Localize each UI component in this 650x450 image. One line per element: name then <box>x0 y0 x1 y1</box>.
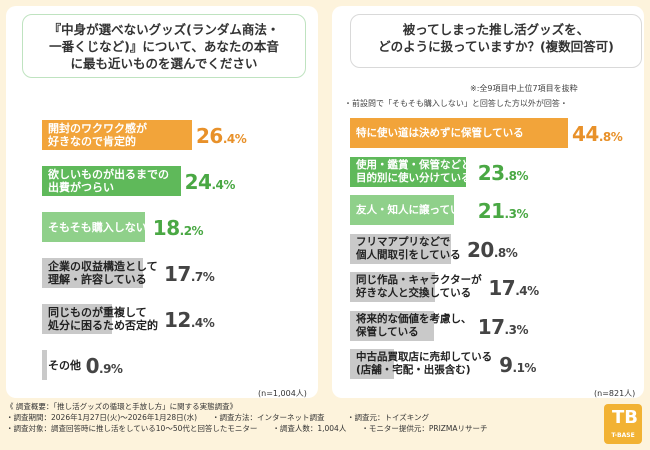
bar-value-label: 17.3% <box>477 314 529 339</box>
bar <box>42 120 192 150</box>
left-question-line: に最も近いものを選んでください <box>70 56 258 71</box>
bar-value-label: 17.4% <box>488 276 539 300</box>
bar <box>42 304 113 334</box>
bar <box>42 212 146 242</box>
logo-mark: TB <box>612 407 638 428</box>
right-sample-size: (n=821人) <box>594 389 636 398</box>
bar <box>42 350 48 380</box>
bar-category-label: 同じ作品・キャラクターが 好きな人と交換している <box>356 274 482 299</box>
t-base-logo: TB T-BASE <box>604 404 642 444</box>
bar-category-label: 友人・知人に譲っている <box>356 204 471 216</box>
bar <box>350 349 395 379</box>
bar-category-label: 企業の収益構造として 理解・許容している <box>48 260 158 286</box>
bar-category-label: フリマアプリなどで 個人間取引をしている <box>356 235 461 261</box>
bar-category-label: 開封のワクワク感が 好きなので肯定的 <box>48 122 147 148</box>
bar-value-label: 18.2% <box>152 216 204 240</box>
footer-line: ・調査対象：調査回答時に推し活をしている10〜50代と回答したモニター ・調査人… <box>6 424 488 433</box>
bar <box>42 258 143 288</box>
bar-value-label: 24.4% <box>184 170 236 194</box>
footer-line: ・調査期間：2026年1月27日(火)〜2026年1月28日(水) ・調査方法：… <box>6 413 430 422</box>
right-note-respondents: ・前設問で「そもそも購入しない」と回答した方以外が回答・ <box>344 99 568 108</box>
right-question-line: 被ってしまった推し活グッズを、 <box>402 22 590 37</box>
bar <box>350 156 466 187</box>
right-question-line: どのように扱っていますか？(複数回答可) <box>378 39 614 54</box>
bar-value-label: 20.8% <box>467 237 518 262</box>
bar-category-label: 欲しいものが出るまでの 出費がつらい <box>48 168 169 194</box>
bar-value-label: 23.8% <box>477 160 529 185</box>
bar-value-label: 21.3% <box>477 199 529 223</box>
bar <box>350 310 435 341</box>
bar <box>350 195 454 225</box>
bar <box>42 166 181 196</box>
logo-brand: T-BASE <box>611 432 635 439</box>
bar <box>350 272 435 302</box>
footer-line: 《 調査概要：「推し活グッズの循環と手放し方」に関する実態調査》 <box>6 402 238 411</box>
bar-category-label: 将来的な価値を考慮し、 保管している <box>356 312 472 338</box>
bar-category-label: 同じものが重複して 処分に困るため否定的 <box>48 306 158 332</box>
bar-category-label: その他 <box>48 359 81 372</box>
bar-category-label: 中古品買取店に売却している (店舗・宅配・出張含む) <box>356 351 493 376</box>
bar-category-label: 使用・鑑賞・保管などと 目的別に使い分けている <box>356 158 472 184</box>
bar-category-label: 特に使い道は決めずに保管している <box>356 127 524 139</box>
bar <box>350 118 568 148</box>
right-question-box: 被ってしまった推し活グッズを、 どのように扱っていますか？(複数回答可) <box>350 14 642 68</box>
left-sample-size: (n=1,004人) <box>258 389 307 398</box>
bar-category-label: そもそも購入しない <box>48 221 147 234</box>
bar-value-label: 17.7% <box>164 262 215 286</box>
bar <box>350 233 452 264</box>
right-note-top9: ※:全9項目中上位7項目を抜粋 <box>470 84 578 93</box>
left-question-line: 『中身が選べないグッズ(ランダム商法・ <box>48 22 280 37</box>
bar-value-label: 9.1% <box>499 353 536 377</box>
survey-footer: 《 調査概要：「推し活グッズの循環と手放し方」に関する実態調査》 ・調査期間：2… <box>6 401 586 434</box>
left-question-box: 『中身が選べないグッズ(ランダム商法・ 一番くじなど)』について、あなたの本音 … <box>22 14 306 78</box>
bar-value-label: 0.9% <box>85 354 123 378</box>
left-question-line: 一番くじなど)』について、あなたの本音 <box>49 39 279 54</box>
bar-value-label: 12.4% <box>164 308 215 332</box>
bar-value-label: 26.4% <box>196 124 247 148</box>
bar-value-label: 44.8% <box>572 122 623 146</box>
